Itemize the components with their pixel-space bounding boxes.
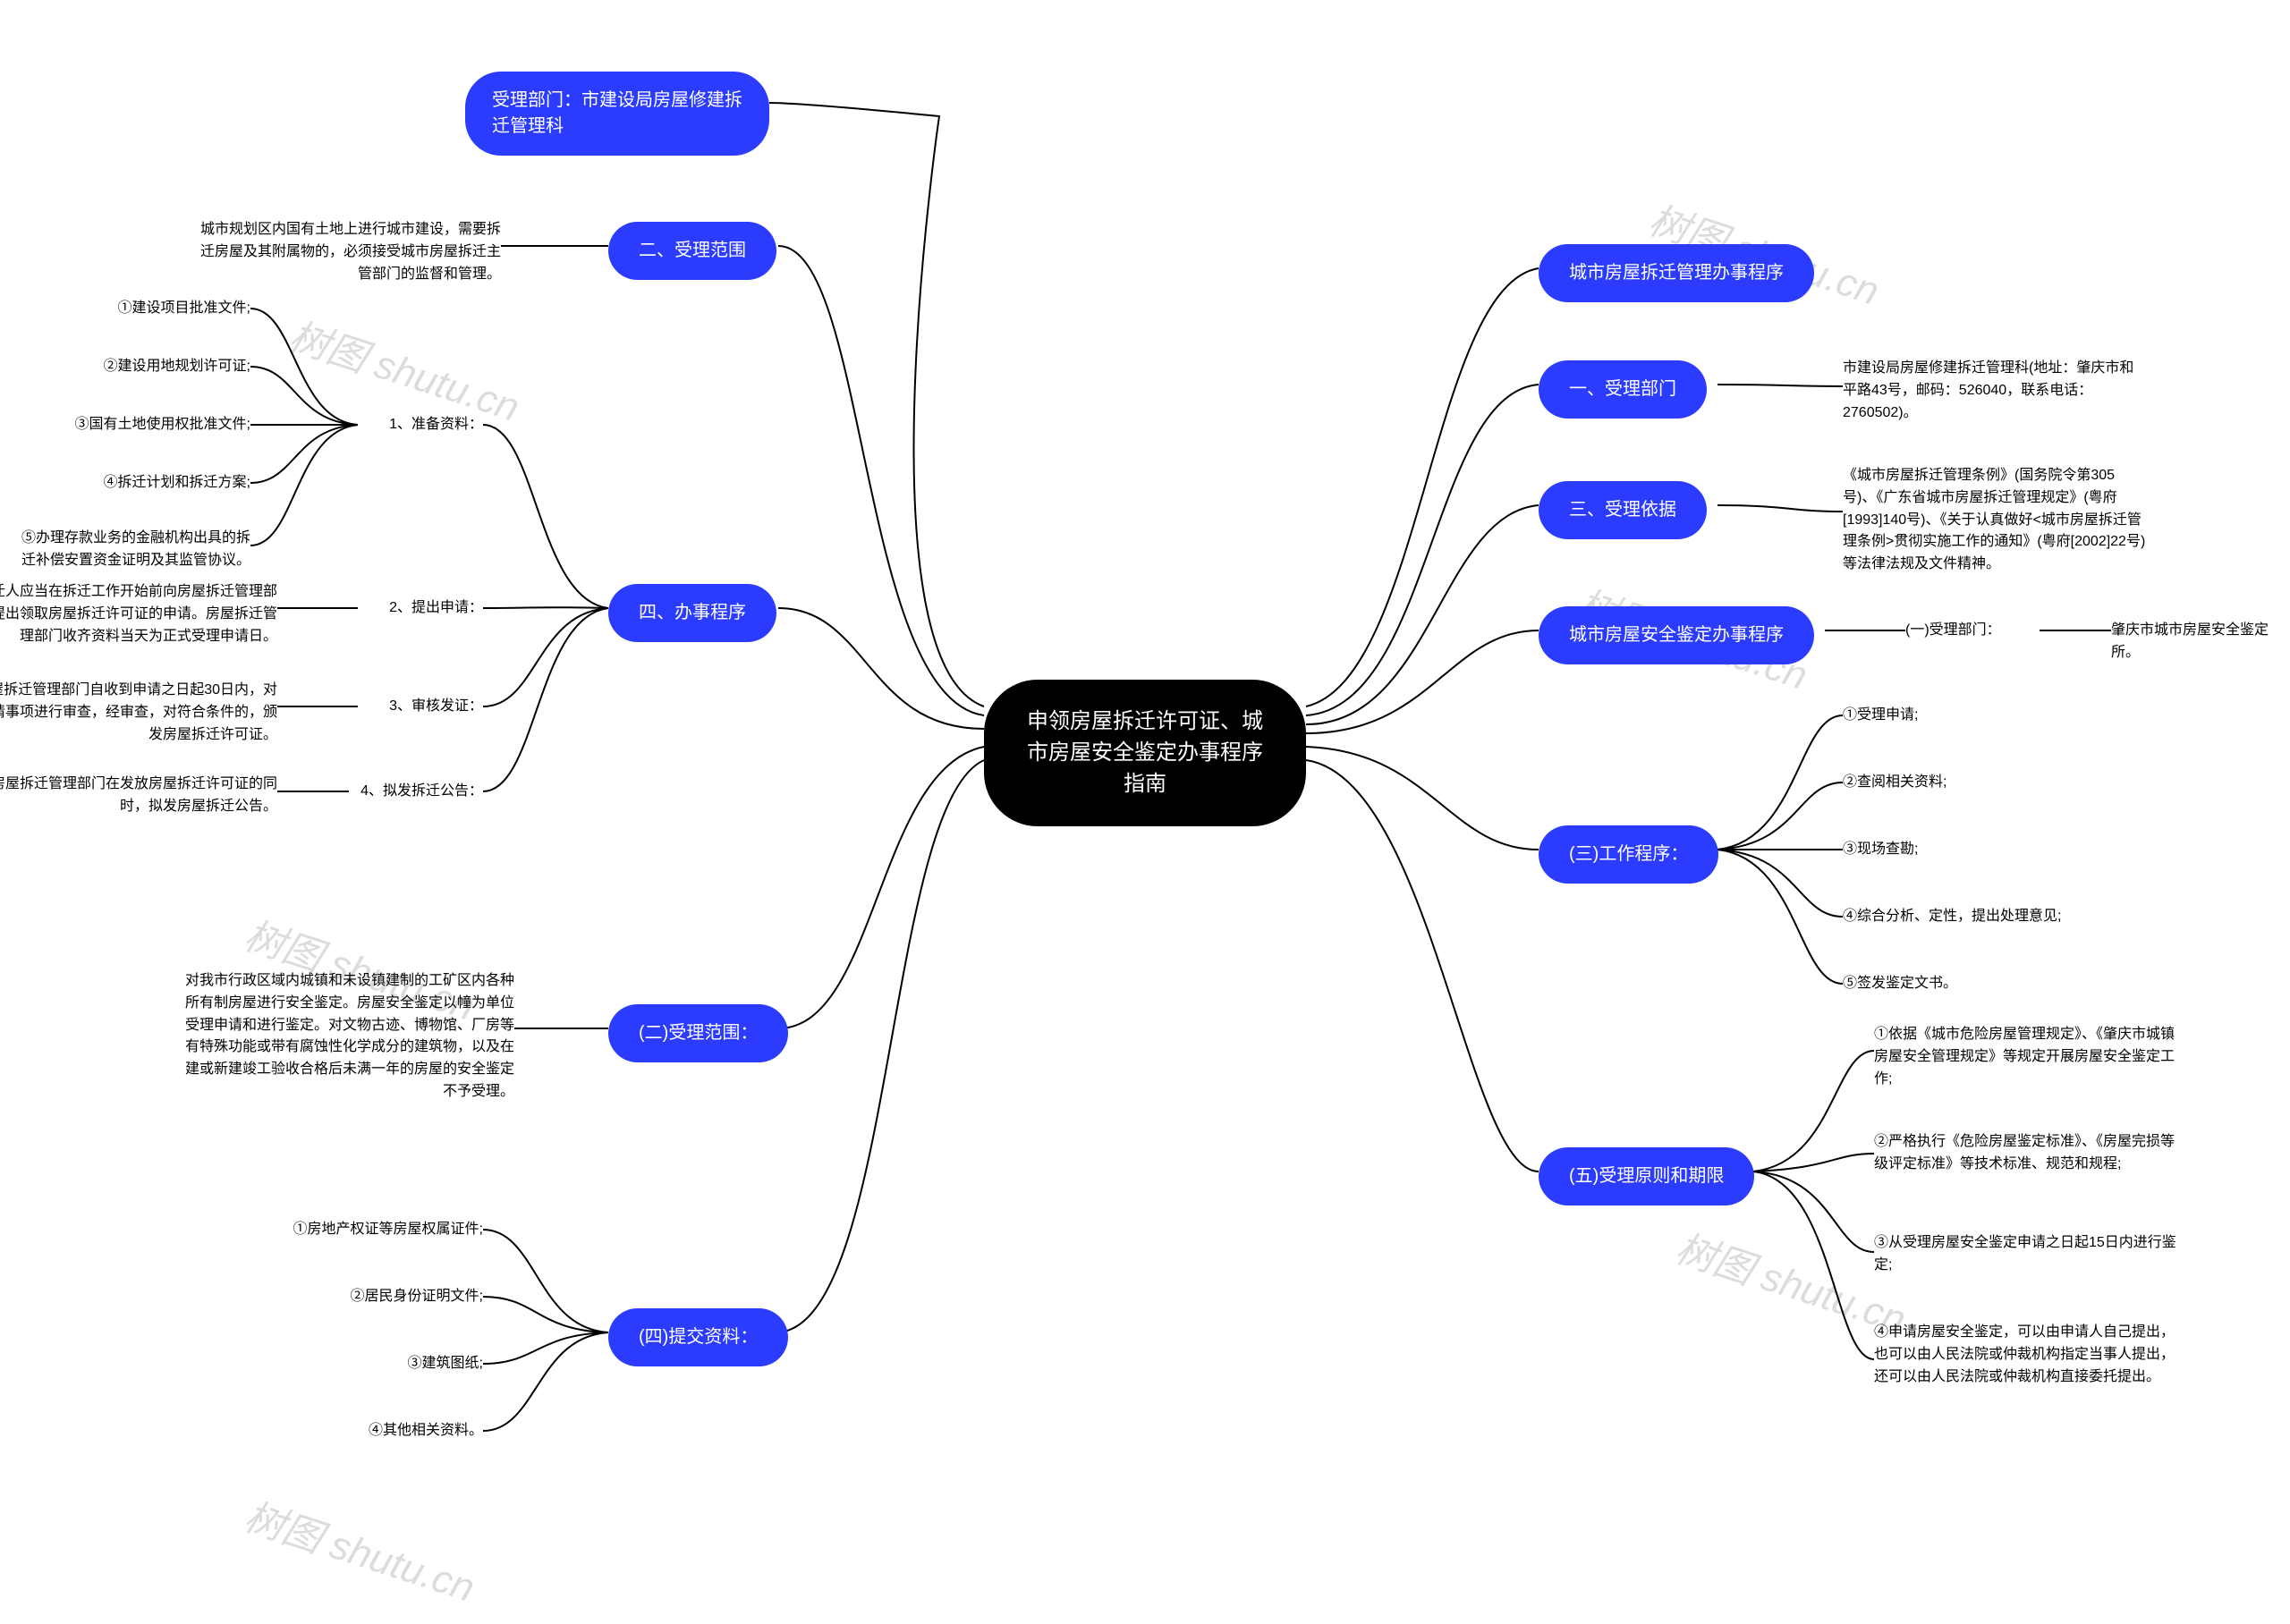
leaf-l3-b: 拆迁人应当在拆迁工作开始前向房屋拆迁管理部门提出领取房屋拆迁许可证的申请。房屋拆…: [0, 581, 277, 647]
leaf-r3: 《城市房屋拆迁管理条例》(国务院令第305号)、《广东省城市房屋拆迁管理规定》(…: [1843, 465, 2147, 576]
node-l1-label: 受理部门：市建设局房屋修建拆迁管理科: [492, 88, 742, 140]
leaf-r5-c: ③现场查勘;: [1843, 839, 2022, 861]
node-r2: 一、受理部门: [1539, 360, 1707, 419]
leaf-r6-c: ③从受理房屋安全鉴定申请之日起15日内进行鉴定;: [1874, 1232, 2178, 1277]
node-l5: (四)提交资料：: [608, 1308, 788, 1366]
leaf-l3-prep-e: ⑤办理存款业务的金融机构出具的拆迁补偿安置资金证明及其监管协议。: [16, 528, 250, 572]
node-r3: 三、受理依据: [1539, 481, 1707, 539]
node-r4: 城市房屋安全鉴定办事程序: [1539, 606, 1814, 664]
leaf-l3-prep-a: ①建设项目批准文件;: [54, 298, 250, 320]
leaf-r5-b: ②查阅相关资料;: [1843, 772, 2022, 794]
leaf-r5-e: ⑤签发鉴定文书。: [1843, 973, 2022, 995]
mid-l3-b: 2、提出申请：: [358, 597, 483, 620]
leaf-l2-text: 城市规划区内国有土地上进行城市建设，需要拆迁房屋及其附属物的，必须接受城市房屋拆…: [197, 219, 501, 285]
center-node: 申领房屋拆迁许可证、城 市房屋安全鉴定办事程序 指南: [984, 680, 1306, 826]
leaf-r2: 市建设局房屋修建拆迁管理科(地址：肇庆市和平路43号，邮码：526040，联系电…: [1843, 358, 2147, 424]
center-label: 申领房屋拆迁许可证、城 市房屋安全鉴定办事程序 指南: [1027, 706, 1263, 799]
node-r6-label: (五)受理原则和期限: [1569, 1163, 1724, 1189]
leaf-l4: 对我市行政区域内城镇和未设镇建制的工矿区内各种所有制房屋进行安全鉴定。房屋安全鉴…: [174, 970, 514, 1104]
node-r6: (五)受理原则和期限: [1539, 1147, 1754, 1205]
node-r1: 城市房屋拆迁管理办事程序: [1539, 244, 1814, 302]
mid-l3-a: 1、准备资料：: [358, 414, 483, 436]
mid-r4: (一)受理部门：: [1905, 620, 2040, 642]
node-l4: (二)受理范围：: [608, 1004, 788, 1062]
node-l1: 受理部门：市建设局房屋修建拆迁管理科: [465, 72, 769, 156]
leaf-r5-a: ①受理申请;: [1843, 705, 2022, 727]
mid-l3-c: 3、审核发证：: [358, 696, 483, 718]
leaf-r6-b: ②严格执行《危险房屋鉴定标准》、《房屋完损等级评定标准》等技术标准、规范和规程;: [1874, 1131, 2178, 1176]
node-l3: 四、办事程序: [608, 584, 776, 642]
leaf-l5-c: ③建筑图纸;: [358, 1353, 483, 1375]
leaf-r4: 肇庆市城市房屋安全鉴定所。: [2111, 620, 2290, 664]
mid-l3-a-text: 1、准备资料：: [389, 414, 483, 436]
leaf-l3-prep-b: ②建设用地规划许可证;: [54, 356, 250, 378]
node-l2-label: 二、受理范围: [639, 238, 746, 264]
mid-l3-b-text: 2、提出申请：: [389, 597, 483, 620]
leaf-r5-d: ④综合分析、定性，提出处理意见;: [1843, 906, 2111, 928]
node-r5: (三)工作程序：: [1539, 825, 1718, 884]
leaf-l5-b: ②居民身份证明文件;: [304, 1286, 483, 1308]
watermark: 树图 shutu.cn: [239, 1484, 483, 1612]
leaf-l5-a: ①房地产权证等房屋权属证件;: [259, 1219, 483, 1241]
node-l2: 二、受理范围: [608, 222, 776, 280]
node-r4-label: 城市房屋安全鉴定办事程序: [1569, 622, 1784, 648]
mid-l3-c-text: 3、审核发证：: [389, 696, 483, 718]
node-l3-label: 四、办事程序: [639, 600, 746, 626]
leaf-l2: 城市规划区内国有土地上进行城市建设，需要拆迁房屋及其附属物的，必须接受城市房屋拆…: [197, 219, 501, 285]
node-r1-label: 城市房屋拆迁管理办事程序: [1569, 260, 1784, 286]
node-r5-label: (三)工作程序：: [1569, 842, 1688, 867]
leaf-l5-d: ④其他相关资料。: [331, 1420, 483, 1442]
node-l4-label: (二)受理范围：: [639, 1020, 758, 1046]
leaf-l3-prep-c: ③国有土地使用权批准文件;: [36, 414, 250, 436]
mid-l3-d: 4、拟发拆迁公告：: [331, 781, 483, 803]
leaf-l3-prep-d: ④拆迁计划和拆迁方案;: [54, 472, 250, 495]
leaf-l3-d: 房屋拆迁管理部门在发放房屋拆迁许可证的同时，拟发房屋拆迁公告。: [0, 774, 277, 818]
node-r2-label: 一、受理部门: [1569, 376, 1676, 402]
leaf-l3-c: 房屋拆迁管理部门自收到申请之日起30日内，对申请事项进行审查，经审查，对符合条件…: [0, 680, 277, 746]
leaf-r6-d: ④申请房屋安全鉴定，可以由申请人自己提出，也可以由人民法院或仲裁机构指定当事人提…: [1874, 1322, 2178, 1388]
node-l5-label: (四)提交资料：: [639, 1324, 758, 1350]
leaf-r6-a: ①依据《城市危险房屋管理规定》、《肇庆市城镇房屋安全管理规定》等规定开展房屋安全…: [1874, 1024, 2178, 1090]
mid-l3-d-text: 4、拟发拆迁公告：: [360, 781, 483, 803]
node-r3-label: 三、受理依据: [1569, 497, 1676, 523]
